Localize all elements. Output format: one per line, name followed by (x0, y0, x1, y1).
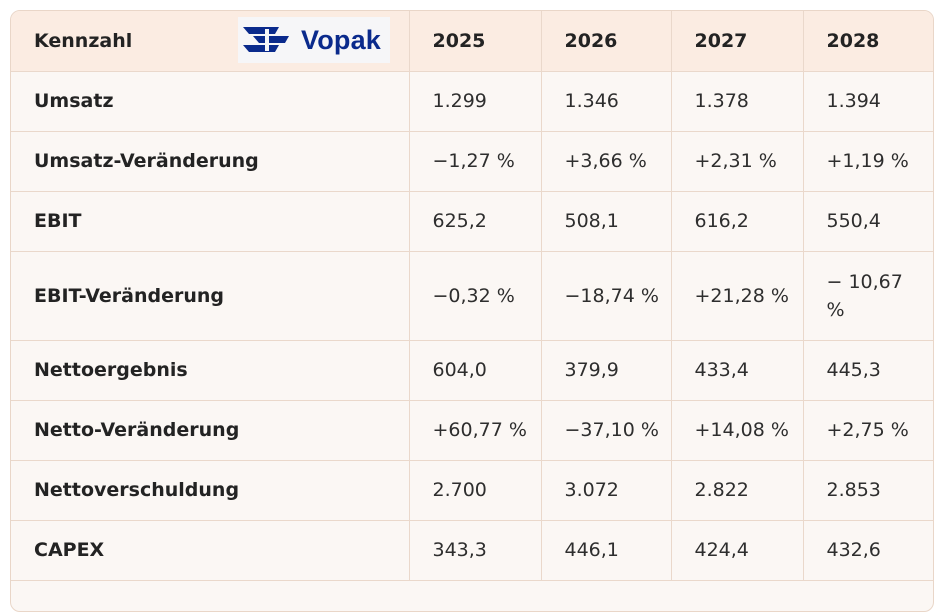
cell-value: 432,6 (803, 520, 933, 581)
cell-value-wrapped: − 10,67 % (826, 270, 903, 321)
cell-value: 1.378 (671, 71, 804, 132)
cell-value: 445,3 (803, 340, 933, 401)
table-header-row: Kennzahl Vopak 2025 2026 2027 2028 (11, 11, 933, 72)
cell-value: 2.853 (803, 460, 933, 521)
column-header-year: 2027 (671, 11, 804, 72)
cell-value: 3.072 (541, 460, 672, 521)
table-row: Netto-Veränderung +60,77 % −37,10 % +14,… (11, 400, 933, 461)
table-row: Umsatz-Veränderung −1,27 % +3,66 % +2,31… (11, 131, 933, 192)
row-label: Umsatz-Veränderung (11, 131, 410, 192)
cell-value: 433,4 (671, 340, 804, 401)
financial-table-container: Kennzahl Vopak 2025 2026 2027 2028 (10, 10, 934, 612)
cell-value: +1,19 % (803, 131, 933, 192)
cell-value: 1.394 (803, 71, 933, 132)
row-label: Nettoergebnis (11, 340, 410, 401)
column-header-year: 2028 (803, 11, 933, 72)
cell-value: 1.346 (541, 71, 672, 132)
row-label: CAPEX (11, 520, 410, 581)
table-row: EBIT 625,2 508,1 616,2 550,4 (11, 191, 933, 252)
cell-value: −37,10 % (541, 400, 672, 461)
column-header-year: 2025 (409, 11, 542, 72)
row-label: EBIT (11, 191, 410, 252)
cell-value: +2,75 % (803, 400, 933, 461)
cell-value: −18,74 % (541, 251, 672, 341)
company-logo: Vopak (238, 17, 390, 63)
table-row: Nettoverschuldung 2.700 3.072 2.822 2.85… (11, 460, 933, 521)
cell-value: +14,08 % (671, 400, 804, 461)
cell-value: 379,9 (541, 340, 672, 401)
cell-value: 343,3 (409, 520, 542, 581)
cell-value: 2.822 (671, 460, 804, 521)
cell-value: 508,1 (541, 191, 672, 252)
table-row: Umsatz 1.299 1.346 1.378 1.394 (11, 71, 933, 132)
cell-value: 1.299 (409, 71, 542, 132)
cell-value: +21,28 % (671, 251, 804, 341)
cell-value: − 10,67 % (803, 251, 933, 341)
cell-value: +60,77 % (409, 400, 542, 461)
cell-value: 604,0 (409, 340, 542, 401)
key-figures-table: Kennzahl Vopak 2025 2026 2027 2028 (11, 11, 933, 581)
cell-value: 446,1 (541, 520, 672, 581)
cell-value: 616,2 (671, 191, 804, 252)
row-label: Umsatz (11, 71, 410, 132)
cell-value: −0,32 % (409, 251, 542, 341)
cell-value: 424,4 (671, 520, 804, 581)
cell-value: +3,66 % (541, 131, 672, 192)
table-row: CAPEX 343,3 446,1 424,4 432,6 (11, 520, 933, 581)
table-row: EBIT-Veränderung −0,32 % −18,74 % +21,28… (11, 251, 933, 341)
vopak-logo-icon (243, 27, 289, 52)
row-label: Nettoverschuldung (11, 460, 410, 521)
cell-value: 2.700 (409, 460, 542, 521)
column-header-year: 2026 (541, 11, 672, 72)
cell-value: 550,4 (803, 191, 933, 252)
column-header-label: Kennzahl (34, 29, 133, 52)
table-row: Nettoergebnis 604,0 379,9 433,4 445,3 (11, 340, 933, 401)
logo-wordmark: Vopak (301, 24, 382, 55)
column-header-kennzahl: Kennzahl Vopak (11, 11, 410, 72)
row-label: EBIT-Veränderung (11, 251, 410, 341)
cell-value: −1,27 % (409, 131, 542, 192)
row-label: Netto-Veränderung (11, 400, 410, 461)
cell-value: 625,2 (409, 191, 542, 252)
cell-value: +2,31 % (671, 131, 804, 192)
